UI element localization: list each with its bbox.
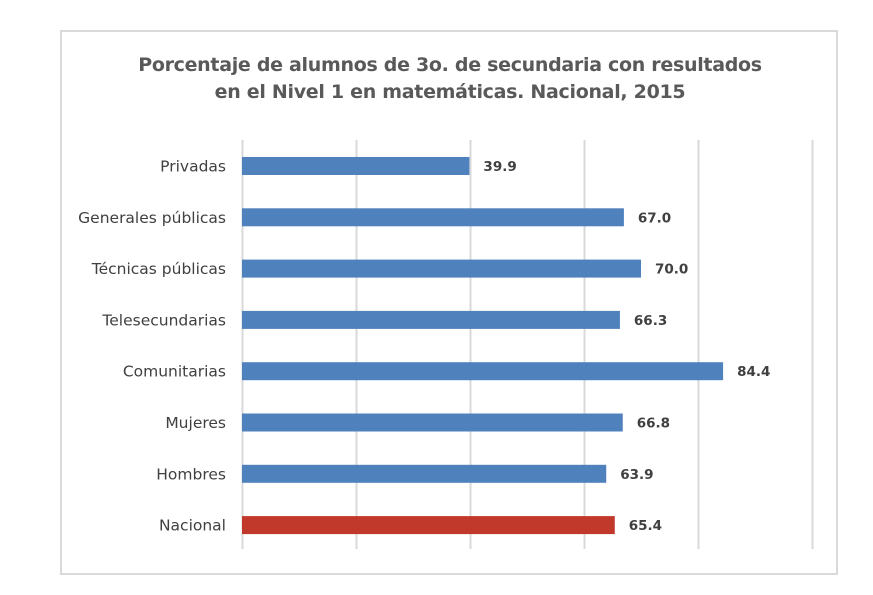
category-labels: Privadas Generales públicas Técnicas públi… [78,158,226,535]
value-label: 66.3 [634,313,667,329]
bar [242,516,615,535]
value-label: 70.0 [655,262,688,278]
value-label: 63.9 [620,467,653,483]
category-label: Privadas [160,158,226,176]
bar [242,362,724,381]
bar [242,464,607,483]
value-label: 39.9 [483,159,516,175]
category-label: Generales públicas [78,209,226,227]
category-label: Hombres [156,465,226,483]
category-label: Nacional [159,517,226,535]
bar [242,208,624,227]
category-label: Comunitarias [123,363,226,381]
value-label: 65.4 [629,518,662,534]
value-label: 84.4 [737,364,770,380]
chart-frame [60,30,838,575]
category-label: Técnicas públicas [91,260,226,278]
bars [242,157,724,535]
bar [242,413,623,432]
chart-title-line-2: en el Nivel 1 en matemáticas. Nacional, … [214,81,686,103]
value-labels: 39.9 67.0 70.0 66.3 84.4 66.8 63.9 65.4 [483,159,770,534]
chart-title: Porcentaje de alumnos de 3o. de secundar… [60,52,840,106]
gridlines [241,140,814,549]
chart-title-line-1: Porcentaje de alumnos de 3o. de secundar… [138,54,762,76]
category-label: Telesecundarias [101,311,226,329]
bar [242,259,641,278]
bar [242,157,470,175]
value-label: 66.8 [637,416,670,432]
category-label: Mujeres [165,414,226,432]
bar [242,310,620,329]
value-label: 67.0 [638,210,671,226]
